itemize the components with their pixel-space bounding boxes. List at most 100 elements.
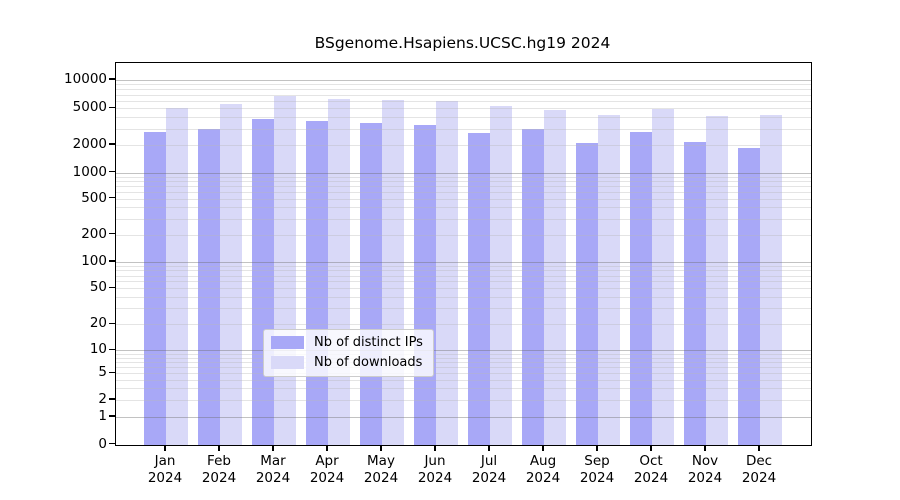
legend-label-downloads: Nb of downloads	[314, 355, 423, 370]
y-tick-mark-200	[109, 232, 115, 235]
x-tick-label-jun: Jun 2024	[417, 453, 453, 486]
gridline-1	[116, 417, 811, 418]
y-tick-label-500: 500	[81, 189, 107, 206]
legend-label-distinct-ips: Nb of distinct IPs	[314, 335, 423, 350]
gridline-10	[116, 350, 811, 352]
y-tick-mark-500	[109, 196, 115, 199]
x-tick-mark-jul	[488, 446, 490, 451]
gridline-800	[116, 181, 811, 182]
gridline-5	[116, 373, 811, 375]
bar-downloads-jun-2024	[436, 100, 458, 445]
bar-downloads-aug-2024	[544, 109, 566, 445]
bar-distinct-ips-nov-2024	[684, 141, 706, 445]
x-tick-label-may: May 2024	[363, 453, 399, 486]
y-tick-mark-1	[109, 415, 115, 417]
x-tick-label-jan: Jan 2024	[147, 453, 183, 486]
x-tick-label-aug: Aug 2024	[525, 453, 561, 486]
y-tick-label-1: 1	[98, 408, 107, 424]
y-tick-label-200: 200	[81, 225, 107, 242]
gridline-700	[116, 185, 811, 187]
x-tick-mark-jan	[164, 446, 166, 451]
gridline-70	[116, 275, 811, 277]
gridline-9000	[116, 84, 811, 86]
gridline-300	[116, 218, 811, 220]
x-tick-mark-may	[380, 446, 382, 451]
y-tick-mark-100	[109, 260, 115, 262]
x-tick-mark-jun	[434, 446, 436, 451]
gridline-600	[116, 191, 811, 193]
gridline-90	[116, 265, 811, 267]
gridline-6	[116, 367, 811, 369]
bar-distinct-ips-may-2024	[360, 122, 382, 445]
x-tick-mark-aug	[542, 446, 544, 451]
y-tick-mark-20	[109, 322, 115, 325]
y-tick-label-5: 5	[98, 364, 107, 381]
bar-downloads-sep-2024	[598, 115, 620, 445]
gridline-10000	[116, 80, 811, 81]
x-tick-label-apr: Apr 2024	[309, 453, 345, 486]
gridline-60	[116, 281, 811, 283]
gridline-2000	[116, 145, 811, 146]
y-tick-label-20: 20	[89, 315, 107, 332]
bar-distinct-ips-feb-2024	[198, 128, 220, 445]
bar-downloads-dec-2024	[760, 114, 782, 445]
bar-distinct-ips-dec-2024	[738, 147, 760, 445]
gridline-200	[116, 234, 811, 236]
bar-distinct-ips-apr-2024	[306, 120, 328, 445]
bar-distinct-ips-aug-2024	[522, 129, 544, 445]
x-tick-mark-oct	[650, 446, 652, 451]
gridline-500	[116, 198, 811, 200]
y-tick-label-5000: 5000	[72, 99, 107, 116]
y-tick-mark-2	[109, 398, 115, 400]
gridline-2	[116, 400, 811, 401]
legend-swatch-downloads	[271, 356, 304, 369]
gridline-6000	[116, 100, 811, 102]
x-tick-label-sep: Sep 2024	[579, 453, 615, 486]
gridline-7	[116, 362, 811, 364]
gridline-8000	[116, 89, 811, 91]
gridline-5000	[116, 108, 811, 110]
y-tick-label-0: 0	[98, 435, 107, 452]
bar-downloads-jan-2024	[166, 108, 188, 445]
x-tick-label-nov: Nov 2024	[687, 453, 723, 486]
bar-downloads-apr-2024	[328, 98, 350, 445]
bar-distinct-ips-jan-2024	[144, 132, 166, 445]
gridline-9	[116, 353, 811, 355]
legend-item-distinct-ips: Nb of distinct IPs	[271, 335, 423, 350]
legend-item-downloads: Nb of downloads	[271, 355, 423, 370]
gridline-3000	[116, 128, 811, 130]
y-tick-mark-0	[109, 442, 115, 445]
y-tick-label-10: 10	[89, 341, 107, 358]
gridline-20	[116, 324, 811, 326]
x-tick-mark-mar	[272, 446, 274, 451]
bar-distinct-ips-jul-2024	[468, 132, 490, 445]
chart-title: BSgenome.Hsapiens.UCSC.hg19 2024	[314, 34, 611, 52]
x-tick-label-oct: Oct 2024	[633, 453, 669, 486]
x-tick-mark-apr	[326, 446, 328, 451]
y-tick-label-100: 100	[81, 253, 107, 269]
y-tick-mark-5000	[109, 106, 115, 109]
gridline-400	[116, 207, 811, 209]
gridline-8	[116, 357, 811, 359]
x-tick-mark-feb	[218, 446, 220, 451]
gridline-40	[116, 297, 811, 299]
y-tick-mark-10	[109, 348, 115, 351]
x-tick-label-feb: Feb 2024	[201, 453, 237, 486]
plot-area	[115, 62, 812, 446]
y-tick-label-2000: 2000	[72, 136, 107, 152]
gridline-1000	[116, 172, 811, 174]
y-tick-mark-1000	[109, 170, 115, 173]
y-tick-label-1000: 1000	[72, 163, 107, 180]
gridline-3	[116, 388, 811, 390]
gridline-7000	[116, 94, 811, 96]
bar-downloads-jul-2024	[490, 106, 512, 445]
gridline-30	[116, 308, 811, 310]
bar-distinct-ips-oct-2024	[630, 131, 652, 445]
x-tick-mark-nov	[704, 446, 706, 451]
gridline-900	[116, 176, 811, 178]
y-tick-label-2: 2	[98, 391, 107, 407]
y-tick-mark-10000	[109, 78, 115, 80]
gridline-50	[116, 288, 811, 290]
x-tick-mark-sep	[596, 446, 598, 451]
